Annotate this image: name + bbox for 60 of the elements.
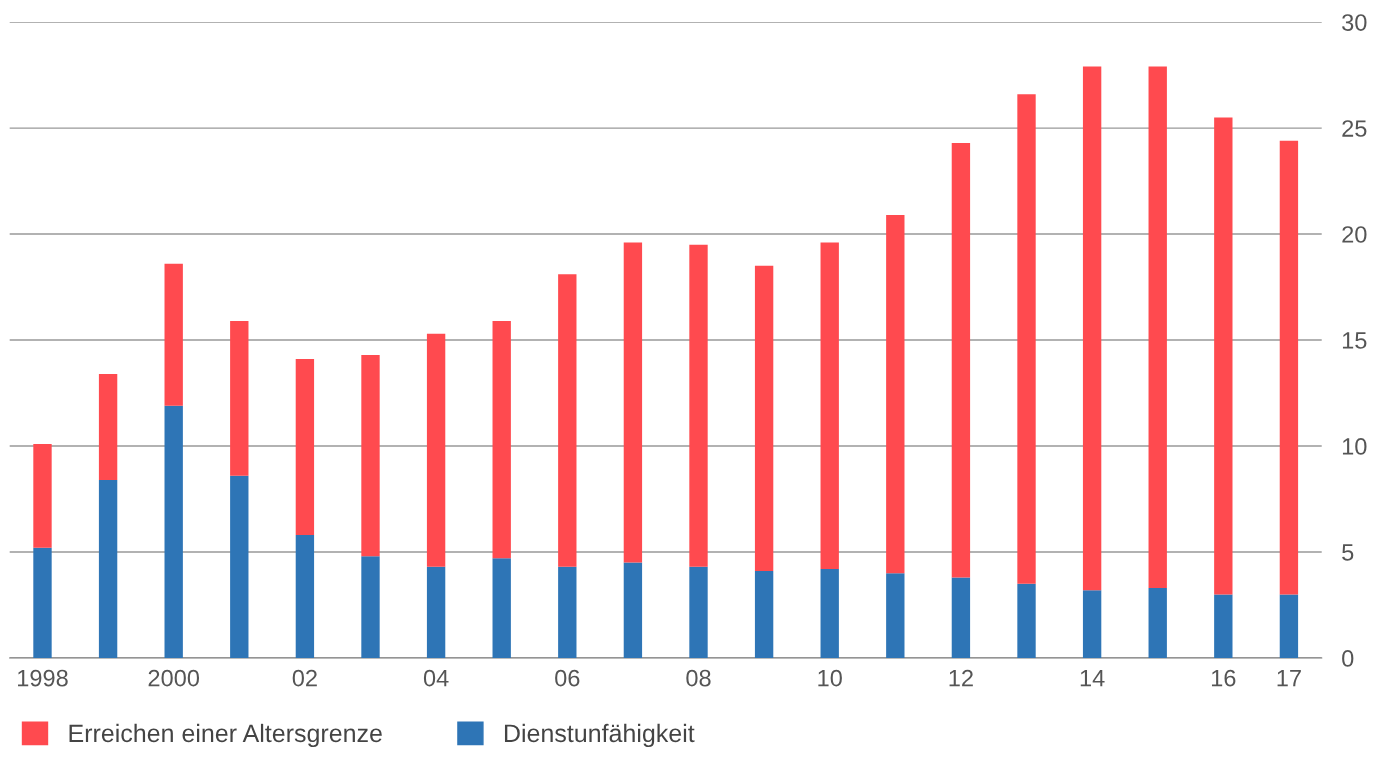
bar <box>623 562 643 658</box>
bar <box>1017 583 1036 658</box>
bar <box>689 244 708 567</box>
x-tick-label: 06 <box>555 669 580 687</box>
bar <box>754 571 774 658</box>
bar <box>230 320 249 476</box>
bar <box>230 475 249 658</box>
bar <box>33 547 52 658</box>
bar <box>754 265 774 572</box>
bar <box>558 274 577 567</box>
bar <box>361 354 380 557</box>
y-tick-label: 10 <box>1342 438 1367 455</box>
bar <box>1214 117 1233 595</box>
bar <box>492 558 511 658</box>
x-tick-label: 1998 <box>18 669 68 687</box>
x-tick-label: 16 <box>1211 669 1236 687</box>
bar <box>820 242 839 569</box>
bar <box>98 479 118 658</box>
legend-label: Dienstunfähigkeit <box>504 723 695 748</box>
bar <box>1214 594 1233 658</box>
x-tick-label: 04 <box>423 669 449 687</box>
x-tick-label: 14 <box>1080 669 1105 687</box>
bar <box>426 566 446 658</box>
bar <box>361 556 380 658</box>
bar <box>164 263 183 406</box>
bar <box>426 333 446 567</box>
x-tick-label: 12 <box>949 669 973 687</box>
bar <box>164 405 183 658</box>
x-tick-label: 02 <box>292 669 317 687</box>
x-tick-label: 17 <box>1277 669 1301 687</box>
y-tick-label: 30 <box>1342 14 1367 31</box>
bar <box>1082 590 1102 658</box>
y-tick-label: 0 <box>1342 650 1354 667</box>
legend-label: Erreichen einer Altersgrenze <box>69 723 382 748</box>
bar <box>33 443 52 548</box>
bar <box>1148 66 1167 589</box>
bar <box>1148 588 1167 658</box>
bar <box>1082 66 1102 591</box>
y-tick-label: 25 <box>1342 120 1367 137</box>
bar <box>558 566 577 658</box>
x-tick-label: 2000 <box>148 669 200 687</box>
x-tick-label: 10 <box>818 669 842 687</box>
x-tick-label: 08 <box>686 669 711 687</box>
bar <box>689 566 708 658</box>
bar <box>492 320 511 559</box>
bar <box>295 359 315 536</box>
bar <box>295 535 315 658</box>
y-tick-label: 5 <box>1342 544 1354 561</box>
bar <box>1279 140 1299 595</box>
bar <box>886 214 905 574</box>
bar <box>951 142 971 578</box>
bar <box>1017 94 1036 584</box>
bar <box>951 577 971 658</box>
y-tick-label: 15 <box>1342 332 1367 349</box>
bar <box>820 568 839 658</box>
bar <box>98 373 118 480</box>
bar <box>1279 594 1299 658</box>
bar <box>623 242 643 563</box>
bar <box>886 573 905 658</box>
y-tick-label: 20 <box>1342 226 1367 243</box>
